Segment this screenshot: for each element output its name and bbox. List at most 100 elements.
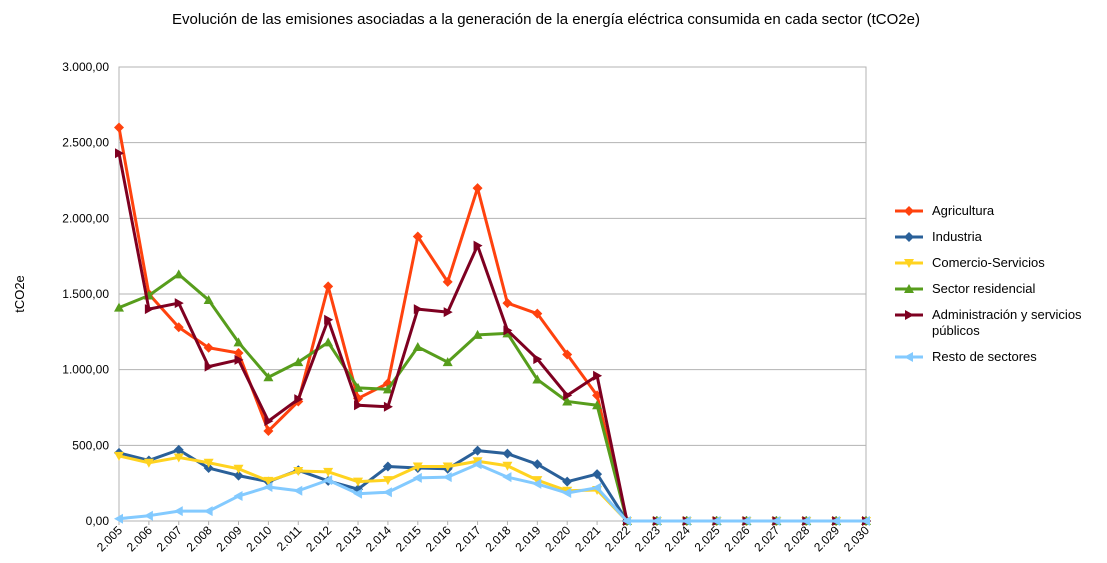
data-point [472, 445, 483, 456]
x-tick-label: 2.008 [184, 523, 215, 554]
data-point [412, 341, 423, 351]
data-point [412, 462, 423, 472]
x-tick-label: 2.027 [751, 523, 782, 554]
data-point [593, 370, 603, 381]
data-point [204, 361, 214, 372]
data-point [233, 470, 244, 481]
legend-label: Agricultura [932, 203, 995, 218]
data-point [203, 463, 214, 474]
legend-marker [904, 259, 914, 268]
data-point [562, 396, 573, 406]
legend-label: Comercio-Servicios [932, 255, 1045, 270]
data-point [353, 477, 364, 487]
x-tick-label: 2.009 [214, 523, 245, 554]
legend-marker [904, 232, 914, 242]
legend-label: Industria [932, 229, 982, 244]
data-point [502, 298, 513, 309]
data-point [651, 516, 661, 526]
data-point [263, 425, 274, 436]
legend-swatch [895, 352, 923, 362]
data-point [442, 472, 452, 483]
x-tick-label: 2.006 [124, 523, 155, 554]
x-tick-label: 2.019 [512, 523, 543, 554]
data-point [592, 400, 603, 410]
data-point [203, 506, 213, 517]
legend-swatch [895, 310, 923, 320]
data-point [173, 269, 184, 279]
data-point [563, 390, 573, 401]
data-point [562, 349, 573, 360]
x-tick-label: 2.014 [363, 523, 394, 554]
data-point [115, 148, 124, 159]
data-point [532, 308, 543, 319]
data-point [323, 337, 334, 347]
data-point [293, 467, 304, 477]
data-point [861, 516, 870, 526]
legend-label: Resto de sectores [932, 349, 1037, 364]
x-tick-label: 2.025 [692, 523, 723, 554]
data-point [354, 400, 364, 411]
legend-marker [905, 310, 914, 320]
data-point [203, 295, 214, 305]
x-tick-label: 2.015 [393, 523, 424, 554]
data-point [621, 516, 631, 526]
x-tick-label: 2.023 [632, 523, 663, 554]
data-point [203, 342, 214, 353]
legend-item: Agricultura [893, 203, 1103, 219]
data-point [382, 461, 393, 472]
x-tick-label: 2.024 [662, 523, 693, 554]
series-line [118, 454, 866, 523]
y-tick-label: 2.000,00 [62, 211, 109, 225]
data-point [382, 384, 393, 394]
y-tick-label: 0,00 [86, 514, 110, 528]
data-point [353, 382, 364, 392]
x-tick-label: 2.026 [721, 523, 752, 554]
data-point [383, 401, 393, 412]
y-tick-label: 1.500,00 [62, 287, 109, 301]
legend-item: Administración y servicios públicos [893, 307, 1103, 339]
legend-marker [904, 284, 914, 293]
data-point [143, 458, 154, 468]
series-line [118, 272, 866, 523]
y-tick-label: 3.000,00 [62, 60, 109, 74]
data-point [532, 374, 543, 384]
data-point [263, 476, 274, 486]
data-point [473, 240, 483, 251]
x-tick-label: 2.020 [542, 523, 573, 554]
legend-item: Comercio-Servicios [893, 255, 1103, 271]
data-point [263, 481, 273, 492]
data-point [771, 516, 781, 526]
data-point [532, 478, 542, 489]
legend-swatch [895, 206, 923, 216]
data-point [562, 476, 573, 487]
data-point [442, 462, 453, 472]
data-point [323, 467, 334, 477]
data-point [741, 516, 751, 526]
data-point [173, 444, 184, 455]
data-point [144, 304, 154, 315]
data-point [442, 276, 453, 287]
x-tick-label: 2.018 [482, 523, 513, 554]
x-tick-label: 2.010 [243, 523, 274, 554]
data-point [114, 513, 123, 524]
data-point [173, 322, 184, 333]
data-point [831, 516, 841, 526]
data-point [114, 122, 124, 133]
data-point [324, 314, 334, 325]
data-point [323, 281, 334, 292]
x-tick-label: 2.029 [811, 523, 842, 554]
x-tick-label: 2.011 [274, 523, 305, 554]
data-point [382, 487, 392, 498]
x-tick-label: 2.022 [602, 523, 633, 554]
data-point [114, 302, 124, 312]
x-tick-label: 2.016 [423, 523, 454, 554]
legend-swatch [895, 284, 923, 293]
data-point [173, 506, 183, 517]
y-axis-label: tCO2e [12, 275, 27, 313]
legend-label: Sector residencial [932, 281, 1036, 296]
data-point [203, 458, 214, 468]
data-point [233, 348, 244, 359]
legend-label: Administración y servicios públicos [932, 307, 1082, 338]
data-point [413, 304, 423, 315]
